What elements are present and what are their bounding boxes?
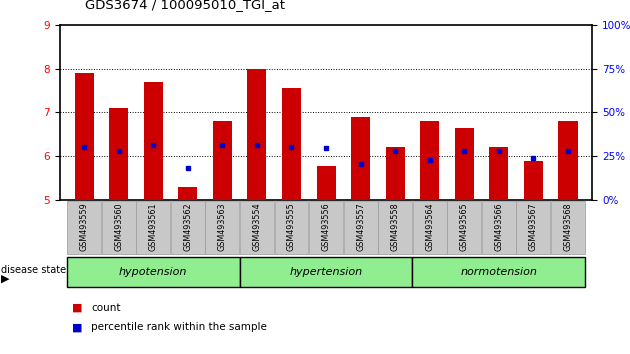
- Text: GSM493557: GSM493557: [356, 202, 365, 251]
- Bar: [413, 257, 585, 287]
- Bar: [559, 121, 578, 200]
- Bar: [447, 201, 481, 254]
- Text: count: count: [91, 303, 121, 313]
- Text: hypotension: hypotension: [119, 267, 187, 277]
- Text: GSM493558: GSM493558: [391, 202, 399, 251]
- Text: GDS3674 / 100095010_TGI_at: GDS3674 / 100095010_TGI_at: [85, 0, 285, 11]
- Bar: [213, 121, 232, 200]
- Bar: [482, 201, 516, 254]
- Bar: [67, 201, 101, 254]
- Bar: [275, 201, 309, 254]
- Bar: [171, 201, 205, 254]
- Bar: [101, 201, 135, 254]
- Bar: [136, 201, 170, 254]
- Bar: [455, 128, 474, 200]
- Text: GSM493559: GSM493559: [79, 202, 89, 251]
- Text: ■: ■: [72, 303, 83, 313]
- Bar: [144, 82, 163, 200]
- Text: GSM493564: GSM493564: [425, 202, 434, 251]
- Bar: [490, 147, 508, 200]
- Bar: [517, 201, 551, 254]
- Bar: [378, 201, 412, 254]
- Bar: [178, 187, 197, 200]
- Text: ▶: ▶: [1, 273, 9, 284]
- Bar: [343, 201, 377, 254]
- Text: GSM493555: GSM493555: [287, 202, 296, 251]
- Bar: [74, 73, 93, 200]
- Bar: [316, 166, 336, 200]
- Bar: [67, 257, 239, 287]
- Text: GSM493554: GSM493554: [253, 202, 261, 251]
- Bar: [386, 147, 404, 200]
- Bar: [282, 88, 301, 200]
- Bar: [109, 108, 128, 200]
- Text: GSM493563: GSM493563: [218, 202, 227, 251]
- Text: GSM493566: GSM493566: [495, 202, 503, 251]
- Text: percentile rank within the sample: percentile rank within the sample: [91, 322, 267, 332]
- Bar: [551, 201, 585, 254]
- Text: GSM493561: GSM493561: [149, 202, 158, 251]
- Text: ■: ■: [72, 322, 83, 332]
- Text: GSM493556: GSM493556: [321, 202, 331, 251]
- Bar: [524, 161, 543, 200]
- Text: GSM493562: GSM493562: [183, 202, 192, 251]
- Bar: [351, 117, 370, 200]
- Text: disease state: disease state: [1, 265, 66, 275]
- Bar: [205, 201, 239, 254]
- Bar: [248, 69, 266, 200]
- Bar: [413, 201, 447, 254]
- Bar: [309, 201, 343, 254]
- Text: GSM493565: GSM493565: [460, 202, 469, 251]
- Bar: [240, 201, 274, 254]
- Text: GSM493567: GSM493567: [529, 202, 538, 251]
- Text: hypertension: hypertension: [289, 267, 363, 277]
- Text: GSM493560: GSM493560: [114, 202, 123, 251]
- Bar: [420, 121, 439, 200]
- Text: normotension: normotension: [461, 267, 537, 277]
- Text: GSM493568: GSM493568: [563, 202, 573, 251]
- Bar: [239, 257, 413, 287]
